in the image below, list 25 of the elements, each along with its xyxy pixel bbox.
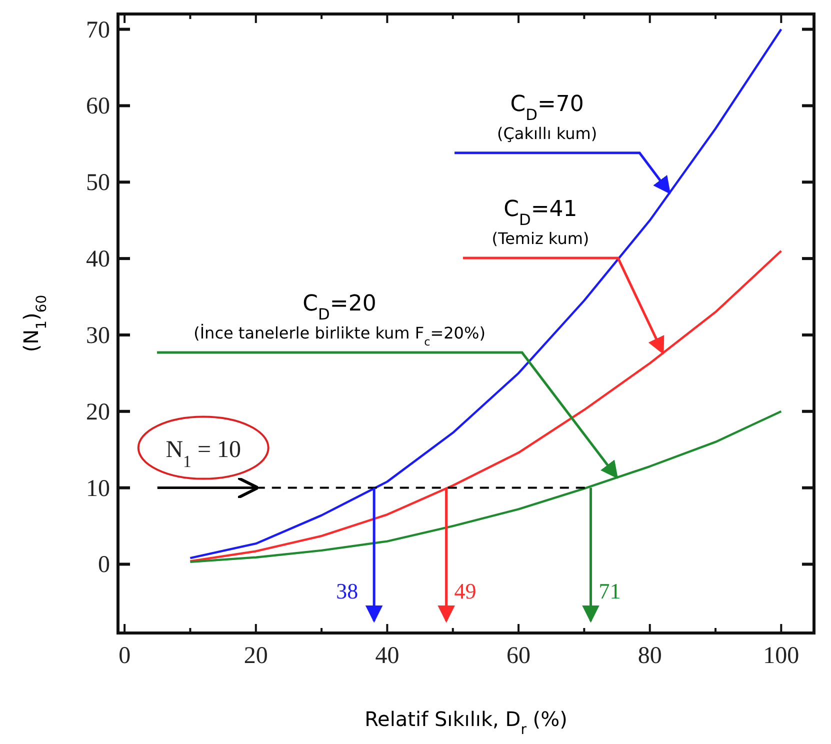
x-tick-label: 0 [118,643,131,669]
y-tick-label: 40 [86,246,110,273]
x-tick-label: 60 [506,643,531,669]
annotation: (Temiz kum) [492,229,590,248]
annotation: C$_{D}$=70 [510,92,584,124]
x-tick-label: 80 [638,643,662,669]
y-tick-label: 0 [98,552,110,578]
annotation: 38 [336,578,358,604]
y-tick-label: 60 [86,94,110,120]
annotation: (Çakıllı kum) [497,124,598,143]
x-tick-label: 40 [375,643,400,669]
y-tick-label: 10 [86,476,110,502]
y-tick-label: 50 [86,170,110,196]
x-axis-title: Relatif Sıkılık, D$_{r}$ (%) [364,707,568,738]
annotation: (İnce tanelerle birlikte kum F$_{c}$=20%) [194,323,486,348]
y-tick-label: 70 [86,17,110,44]
annotation: 71 [598,578,621,604]
y-tick-label: 30 [86,322,110,349]
annotation: 49 [454,578,476,604]
y-tick-label: 20 [86,399,110,426]
ref-line-label: N$_{1}$ = 10 [166,436,241,470]
x-tick-label: 20 [244,643,268,669]
annotation: C$_{D}$=41 [504,197,578,229]
annotation: C$_{D}$=20 [302,291,376,324]
x-tick-label: 100 [763,643,800,669]
